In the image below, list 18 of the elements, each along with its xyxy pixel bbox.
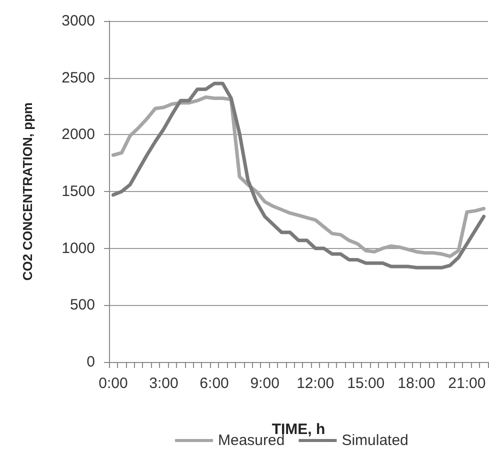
x-tick-label: 12:00 [296, 375, 334, 392]
x-tick-label: 3:00 [149, 375, 178, 392]
y-tick-label: 2500 [62, 69, 95, 86]
legend-label: Simulated [342, 432, 408, 449]
y-tick-label: 500 [70, 296, 95, 314]
x-axis-title: TIME, h [272, 421, 326, 438]
x-tick-label: 18:00 [398, 375, 436, 392]
y-axis-title: CO2 CONCENTRATION, ppm [20, 102, 35, 281]
x-tick-label: 15:00 [347, 375, 385, 392]
x-tick-label: 21:00 [448, 375, 486, 392]
y-tick-label: 1000 [62, 240, 95, 257]
x-tick-label: 9:00 [250, 375, 280, 392]
y-tick-label: 3000 [62, 12, 95, 30]
x-tick-label: 6:00 [200, 375, 229, 392]
x-tick-label: 0:00 [98, 375, 128, 392]
y-tick-label: 2000 [62, 126, 95, 144]
y-tick-label: 0 [86, 354, 95, 370]
y-tick-label: 1500 [62, 183, 95, 200]
